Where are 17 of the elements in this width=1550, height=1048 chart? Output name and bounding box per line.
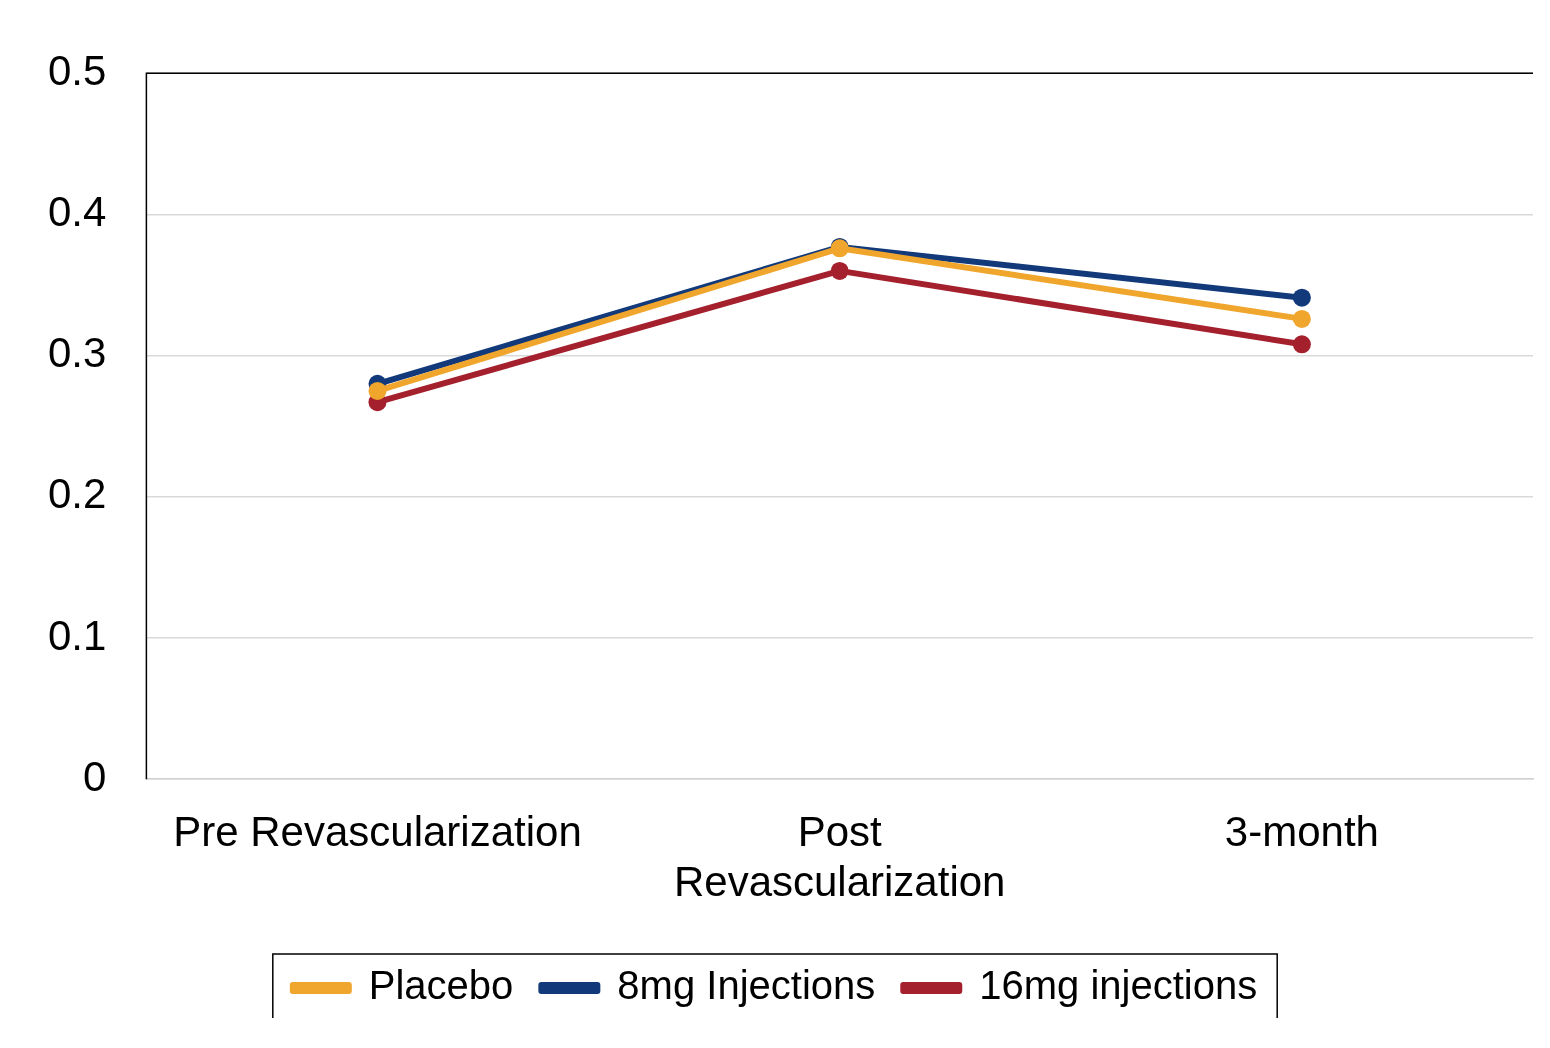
- y-tick-label: 0.3: [48, 329, 107, 377]
- y-tick-label: 0: [83, 752, 107, 800]
- point: [1292, 309, 1311, 328]
- legend-label: 8mg Injections: [617, 963, 876, 1008]
- y-tick-label: 0.4: [48, 187, 107, 235]
- x-tick-label: Pre Revascularization: [173, 807, 582, 855]
- x-tick-label: Post Revascularization: [673, 807, 1006, 906]
- point: [368, 381, 387, 400]
- x-tick-label: 3-month: [1224, 807, 1379, 855]
- point: [830, 261, 849, 280]
- legend-label: Placebo: [368, 963, 514, 1008]
- y-tick-label: 0.2: [48, 470, 107, 518]
- y-tick-label: 0.5: [48, 46, 107, 94]
- y-tick-label: 0.1: [48, 611, 107, 659]
- point: [1292, 288, 1311, 307]
- legend-label: 16mg injections: [979, 963, 1258, 1008]
- point: [1292, 335, 1311, 354]
